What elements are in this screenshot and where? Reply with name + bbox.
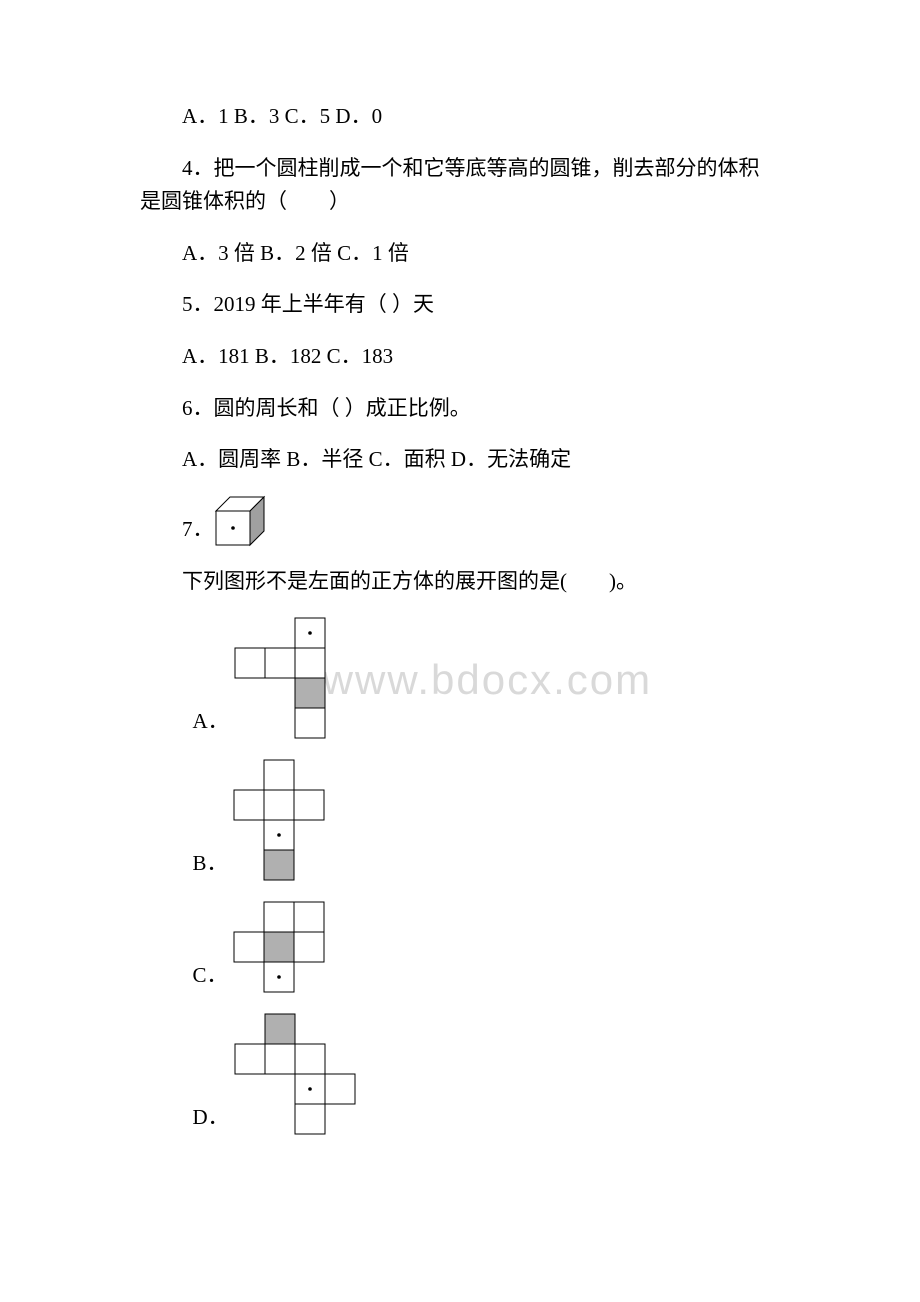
q7-label-row: 7． (140, 495, 780, 547)
q5-options: A．181 B．182 C．183 (140, 340, 780, 374)
option-b-label: B． (193, 847, 228, 883)
option-a-figure-container: www.bdocx.com (233, 616, 327, 740)
net-b-icon (232, 758, 326, 882)
q5-text: 5．2019 年上半年有（ ）天 (140, 288, 780, 322)
net-a-icon (233, 616, 327, 740)
option-d-label: D． (193, 1101, 229, 1137)
q3-options: A．1 B．3 C．5 D．0 (140, 100, 780, 134)
q4-options: A．3 倍 B．2 倍 C．1 倍 (140, 237, 780, 271)
net-d-icon (233, 1012, 357, 1136)
option-a-label: A． (193, 705, 229, 741)
q4-text: 4．把一个圆柱削成一个和它等底等高的圆锥，削去部分的体积是圆锥体积的（ ） (140, 152, 780, 219)
q7-text: 下列图形不是左面的正方体的展开图的是( )。 (140, 565, 780, 599)
q6-text: 6．圆的周长和（ ）成正比例。 (140, 392, 780, 426)
q7-number: 7． (182, 513, 214, 547)
option-b-row: B． (140, 758, 780, 882)
option-c-row: C． (140, 900, 780, 994)
q6-options: A．圆周率 B．半径 C．面积 D．无法确定 (140, 443, 780, 477)
option-c-label: C． (193, 959, 228, 995)
net-c-icon (232, 900, 326, 994)
cube-icon (214, 495, 268, 547)
option-a-row: A． www.bdocx.com (140, 616, 780, 740)
option-d-row: D． (140, 1012, 780, 1136)
watermark-text: www.bdocx.com (323, 646, 652, 713)
